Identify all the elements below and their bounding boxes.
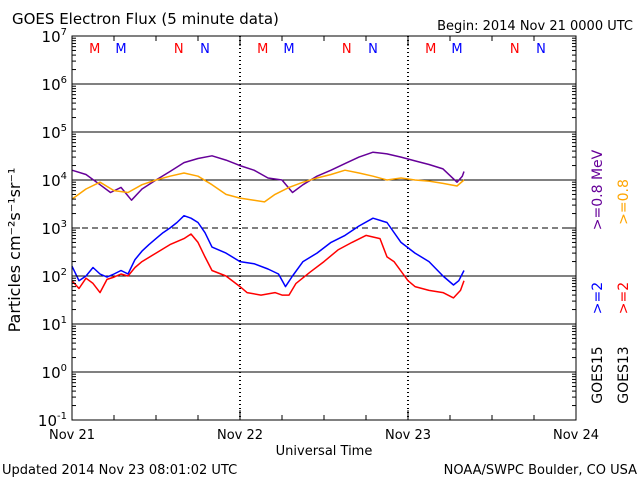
flux-series — [71, 151, 465, 299]
y-tick-label: 106 — [42, 75, 67, 94]
y-tick-label: 105 — [42, 123, 67, 142]
y-tick-label: 101 — [42, 315, 67, 334]
legend-goes15-low: >=2 — [590, 282, 606, 314]
grid-lines — [72, 36, 576, 420]
x-tick-label: Nov 23 — [385, 428, 431, 443]
mlt-marker: N — [200, 42, 210, 57]
y-tick-label: 103 — [42, 219, 67, 238]
data-source-credit: NOAA/SWPC Boulder, CO USA — [444, 463, 637, 478]
mlt-marker: N — [342, 42, 352, 57]
y-tick-label: 100 — [42, 363, 67, 382]
right-legend: GOES15 GOES13 >=2 >=2 >=0.8 MeV >=0.8 — [590, 149, 632, 403]
x-tick-label: Nov 21 — [49, 428, 95, 443]
mlt-marker: M — [115, 42, 126, 57]
legend-goes13-low: >=2 — [616, 282, 632, 314]
mlt-marker: M — [257, 42, 268, 57]
begin-time-label: Begin: 2014 Nov 21 0000 UTC — [437, 19, 633, 34]
y-tick-label: 10-1 — [38, 411, 67, 430]
series-goes13-2-mev — [71, 233, 465, 299]
x-axis-label: Universal Time — [276, 444, 373, 459]
mlt-marker: N — [510, 42, 520, 57]
series-goes13-0-8-mev — [71, 169, 465, 203]
y-tick-label: 102 — [42, 267, 67, 286]
series-goes15-0-8-mev — [71, 151, 465, 201]
mlt-marker: N — [536, 42, 546, 57]
y-axis-ticks: 10-1 100 101 102 103 104 105 106 107 — [38, 27, 576, 430]
y-tick-label: 107 — [42, 27, 67, 46]
mlt-marker: N — [368, 42, 378, 57]
x-axis-ticks: Nov 21 Nov 22 Nov 23 Nov 24 — [49, 36, 599, 443]
mlt-marker: N — [174, 42, 184, 57]
y-axis-label: Particles cm⁻²s⁻¹sr⁻¹ — [5, 168, 24, 333]
x-tick-label: Nov 22 — [217, 428, 263, 443]
legend-goes15-high: >=0.8 MeV — [590, 149, 606, 230]
legend-goes15-label: GOES15 — [590, 346, 606, 403]
mlt-marker: M — [451, 42, 462, 57]
mlt-marker: M — [283, 42, 294, 57]
legend-goes13-label: GOES13 — [616, 346, 632, 403]
series-goes15-2-mev — [71, 214, 465, 288]
mlt-marker: M — [425, 42, 436, 57]
x-tick-label: Nov 24 — [553, 428, 599, 443]
updated-timestamp: Updated 2014 Nov 23 08:01:02 UTC — [2, 463, 237, 478]
mlt-marker: M — [89, 42, 100, 57]
chart-title: GOES Electron Flux (5 minute data) — [12, 10, 279, 28]
legend-goes13-high: >=0.8 — [616, 179, 632, 225]
y-tick-label: 104 — [42, 171, 67, 190]
